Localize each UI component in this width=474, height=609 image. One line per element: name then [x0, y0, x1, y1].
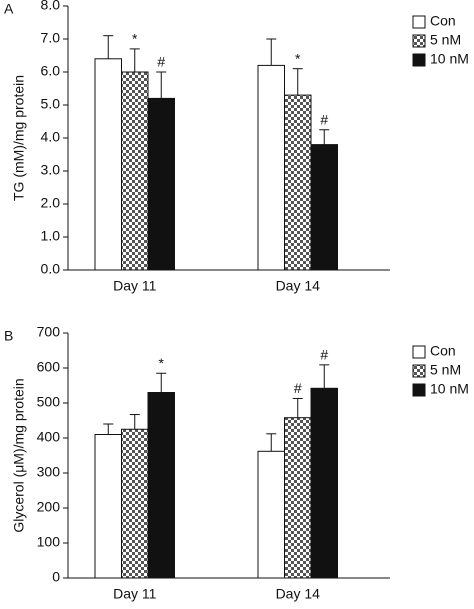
y-tick-label: 400: [37, 429, 61, 445]
x-tick-label: Day 14: [276, 278, 321, 294]
annotation: *: [295, 50, 301, 66]
y-tick-label: 7.0: [41, 30, 61, 46]
legend-swatch: [412, 345, 426, 359]
bar: [147, 97, 175, 271]
y-tick-label: 5.0: [41, 96, 61, 112]
panel-label: B: [4, 328, 13, 344]
y-tick-label: 3.0: [41, 162, 61, 178]
y-tick-label: 8.0: [41, 0, 61, 13]
bar: [94, 434, 122, 579]
y-axis-label: TG (mM)/mg protein: [11, 75, 27, 201]
bar: [310, 144, 338, 271]
y-tick-label: 500: [37, 394, 61, 410]
legend-swatch: [412, 364, 426, 378]
legend-label: Con: [430, 343, 456, 359]
annotation: #: [157, 54, 165, 70]
bar: [284, 417, 312, 579]
y-tick-label: 200: [37, 499, 61, 515]
y-tick-label: 100: [37, 534, 61, 550]
panel-label: A: [4, 1, 14, 17]
y-tick-label: 300: [37, 464, 61, 480]
x-tick-label: Day 14: [276, 586, 321, 602]
annotation: *: [132, 31, 138, 47]
annotation: #: [320, 347, 328, 363]
legend-swatch: [412, 34, 426, 48]
y-tick-label: 0: [52, 569, 60, 585]
y-axis-label: Glycerol (μM)/mg protein: [11, 378, 27, 532]
legend-swatch: [412, 15, 426, 29]
legend-label: Con: [430, 13, 456, 29]
y-tick-label: 700: [37, 324, 61, 340]
bar: [121, 71, 149, 271]
x-tick-label: Day 11: [113, 278, 157, 294]
y-tick-label: 0.0: [41, 261, 61, 277]
annotation: *: [159, 355, 165, 371]
bar: [284, 94, 312, 271]
bar: [121, 428, 149, 579]
bar: [94, 58, 122, 271]
legend-label: 10 nM: [430, 381, 469, 397]
x-tick-label: Day 11: [113, 586, 157, 602]
y-tick-label: 2.0: [41, 195, 61, 211]
bar: [310, 387, 338, 579]
annotation: #: [294, 380, 302, 396]
annotation: #: [320, 111, 328, 127]
y-tick-label: 1.0: [41, 228, 61, 244]
legend-swatch: [412, 383, 426, 397]
y-tick-label: 4.0: [41, 129, 61, 145]
y-tick-label: 6.0: [41, 63, 61, 79]
legend-label: 5 nM: [430, 362, 461, 378]
legend-label: 5 nM: [430, 32, 461, 48]
legend-swatch: [412, 53, 426, 67]
bar: [257, 64, 285, 271]
legend-label: 10 nM: [430, 51, 469, 67]
bar: [147, 392, 175, 579]
bar: [257, 450, 285, 579]
y-tick-label: 600: [37, 359, 61, 375]
